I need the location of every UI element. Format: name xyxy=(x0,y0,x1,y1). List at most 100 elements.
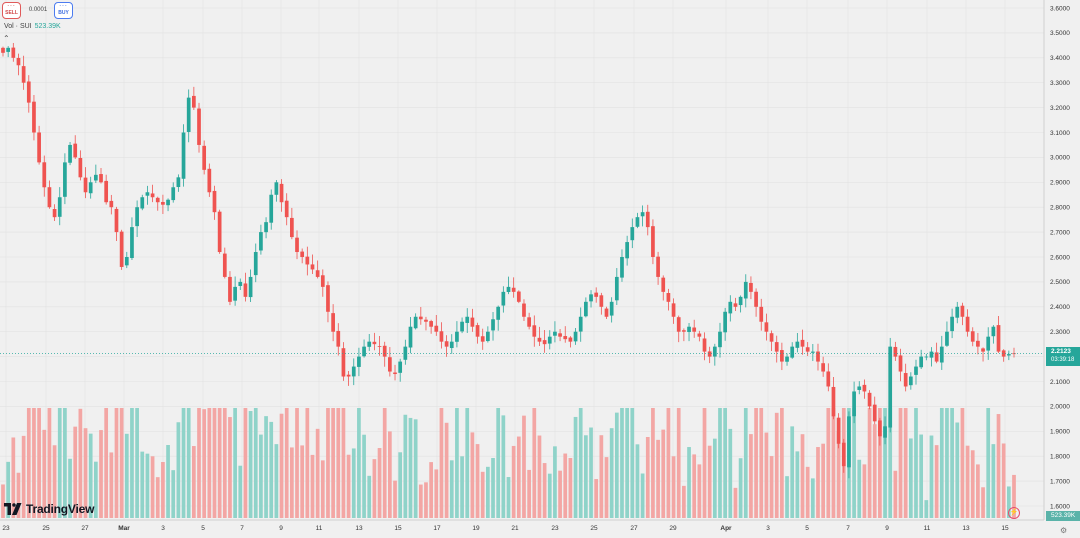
candle-body xyxy=(238,281,243,286)
candle-body xyxy=(93,174,98,181)
candle-body xyxy=(537,337,542,342)
gear-icon[interactable]: ⚙ xyxy=(1060,526,1068,535)
volume-bar xyxy=(6,461,11,518)
candle-body xyxy=(207,168,212,193)
candle-body xyxy=(135,207,139,227)
volume-bar xyxy=(413,419,418,518)
volume-bar xyxy=(393,480,397,518)
candle-body xyxy=(320,275,325,287)
candle-body xyxy=(367,341,372,347)
volume-bar xyxy=(83,428,88,518)
volume-bar xyxy=(78,408,83,518)
candle-body xyxy=(351,366,356,377)
time-axis[interactable]: 23 25 27 Mar 3 5 7 9 11 13 15 17 19 21 23 25 27 29 Apr 3 5 7 9… xyxy=(0,519,1044,532)
price-axis[interactable]: 3.6000 3.5000 3.4000 3.3000 3.2000 3.1000 3.00… xyxy=(1043,0,1080,538)
volume-bar xyxy=(217,408,222,518)
chevron-up-icon[interactable]: ⌃ xyxy=(3,34,10,43)
candle-body xyxy=(429,321,433,327)
candle-body xyxy=(186,97,191,132)
candle-body xyxy=(300,251,305,257)
price-tick-label: 3.3000 xyxy=(1050,80,1070,87)
volume-bar xyxy=(16,472,21,518)
candle-body xyxy=(929,351,934,358)
volume-bar xyxy=(11,437,16,518)
candle-body xyxy=(960,305,965,317)
volume-bar xyxy=(893,470,898,518)
volume-bar xyxy=(924,500,929,518)
sell-button[interactable]: --- SELL xyxy=(2,2,21,19)
candle-body xyxy=(248,276,253,298)
candle-body xyxy=(501,291,506,306)
candle-body xyxy=(790,346,795,358)
time-tick-label: 7 xyxy=(846,525,850,532)
time-tick-label: 25 xyxy=(590,525,598,532)
candle-body xyxy=(749,282,753,292)
volume-bar xyxy=(795,451,800,518)
candle-body xyxy=(620,257,624,278)
candle-body xyxy=(924,356,929,358)
candle-body xyxy=(32,101,36,133)
candle-body xyxy=(475,325,480,337)
candle-body xyxy=(898,355,903,372)
volume-bar xyxy=(780,408,784,518)
candle-body xyxy=(656,256,660,277)
candle-body xyxy=(604,308,609,317)
candle-body xyxy=(981,348,985,352)
candle-body xyxy=(516,291,521,302)
candle-body xyxy=(640,212,645,217)
volume-bars xyxy=(1,408,1016,518)
tradingview-logo[interactable]: TradingView xyxy=(4,500,94,518)
volume-bar xyxy=(981,487,985,518)
volume-bar xyxy=(114,408,119,518)
time-tick-label: 3 xyxy=(766,525,770,532)
volume-bar xyxy=(181,408,186,518)
volume-bar xyxy=(872,424,877,518)
time-tick-label: 9 xyxy=(885,525,889,532)
candle-body xyxy=(986,336,991,351)
volume-bar xyxy=(284,408,289,518)
volume-bar xyxy=(465,408,470,518)
price-tick-label: 1.7000 xyxy=(1050,478,1070,485)
price-tick-label: 3.2000 xyxy=(1050,105,1070,112)
volume-bar xyxy=(996,414,1001,518)
candle-body xyxy=(217,211,222,253)
candle-body xyxy=(821,363,826,372)
candle-body xyxy=(723,311,727,333)
candle-body xyxy=(945,331,949,346)
candle-body xyxy=(52,208,57,218)
volume-bar xyxy=(640,473,645,518)
grid-lines xyxy=(0,0,1044,520)
candle-body xyxy=(738,296,743,306)
candle-body xyxy=(460,321,464,332)
candle-body xyxy=(712,346,717,357)
volume-bar xyxy=(712,438,717,518)
volume-bar xyxy=(563,453,568,518)
volume-bar xyxy=(429,462,433,518)
volume-bar xyxy=(919,434,924,518)
volume-bar xyxy=(790,426,795,518)
volume-bar xyxy=(52,445,57,518)
candle-body xyxy=(532,325,537,337)
candle-body xyxy=(130,227,134,259)
candle-body xyxy=(398,361,403,373)
volume-tag: 523.39K xyxy=(1046,511,1080,521)
volume-bar xyxy=(805,466,810,518)
volume-bar xyxy=(955,422,960,518)
volume-legend[interactable]: Vol · SUI 523.39K xyxy=(4,23,61,30)
volume-bar xyxy=(253,408,258,518)
price-tick-label: 1.9000 xyxy=(1050,429,1070,436)
volume-bar xyxy=(496,408,501,518)
volume-bar xyxy=(372,459,377,518)
lightning-icon[interactable]: ⚡ xyxy=(1008,507,1020,519)
candle-body xyxy=(625,242,629,259)
candle-body xyxy=(181,132,186,179)
buy-button[interactable]: --- BUY xyxy=(54,2,73,19)
candle-body xyxy=(805,347,810,352)
volume-bar xyxy=(785,476,789,518)
price-tick-label: 3.4000 xyxy=(1050,55,1070,62)
candle-body xyxy=(233,286,237,301)
candle-body xyxy=(486,331,490,342)
volume-bar xyxy=(568,458,573,518)
volume-bar xyxy=(950,408,954,518)
